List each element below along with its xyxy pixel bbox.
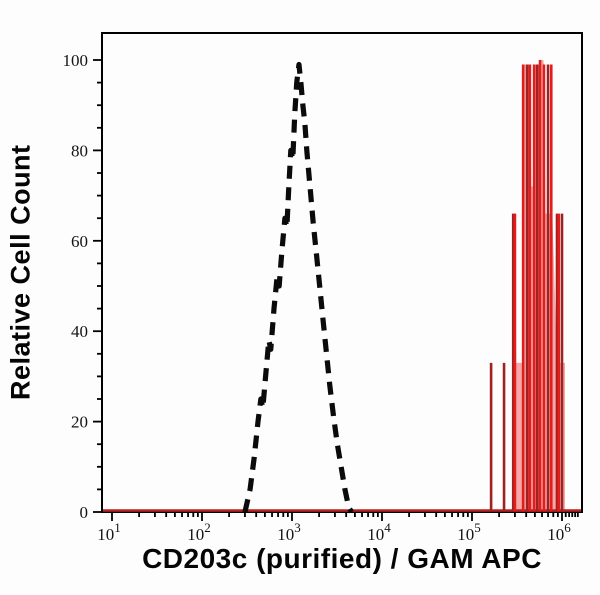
x-axis-ticks: 101 102 103 104 105 106 bbox=[97, 512, 579, 544]
y-tick-label: 80 bbox=[71, 141, 88, 160]
x-tick-label: 105 bbox=[457, 520, 481, 544]
x-tick-label: 106 bbox=[547, 520, 571, 544]
x-axis-title: CD203c (purified) / GAM APC bbox=[142, 543, 542, 574]
y-tick-label: 0 bbox=[80, 503, 89, 522]
y-tick-label: 100 bbox=[63, 51, 89, 70]
sample-histogram-red bbox=[103, 60, 581, 512]
y-tick-label: 60 bbox=[71, 232, 88, 251]
control-histogram-dashed bbox=[242, 61, 354, 514]
x-tick-label: 101 bbox=[97, 520, 121, 544]
plot-border bbox=[101, 32, 583, 513]
y-tick-label: 20 bbox=[71, 413, 88, 432]
x-tick-label: 103 bbox=[277, 520, 301, 544]
y-tick-label: 40 bbox=[71, 322, 88, 341]
y-axis-ticks: 0 20 40 60 80 100 bbox=[63, 51, 102, 522]
x-tick-label: 104 bbox=[367, 520, 391, 544]
y-axis-title: Relative Cell Count bbox=[5, 144, 36, 401]
negative-control-dashed-curve bbox=[242, 61, 354, 514]
x-tick-label: 102 bbox=[187, 520, 211, 544]
